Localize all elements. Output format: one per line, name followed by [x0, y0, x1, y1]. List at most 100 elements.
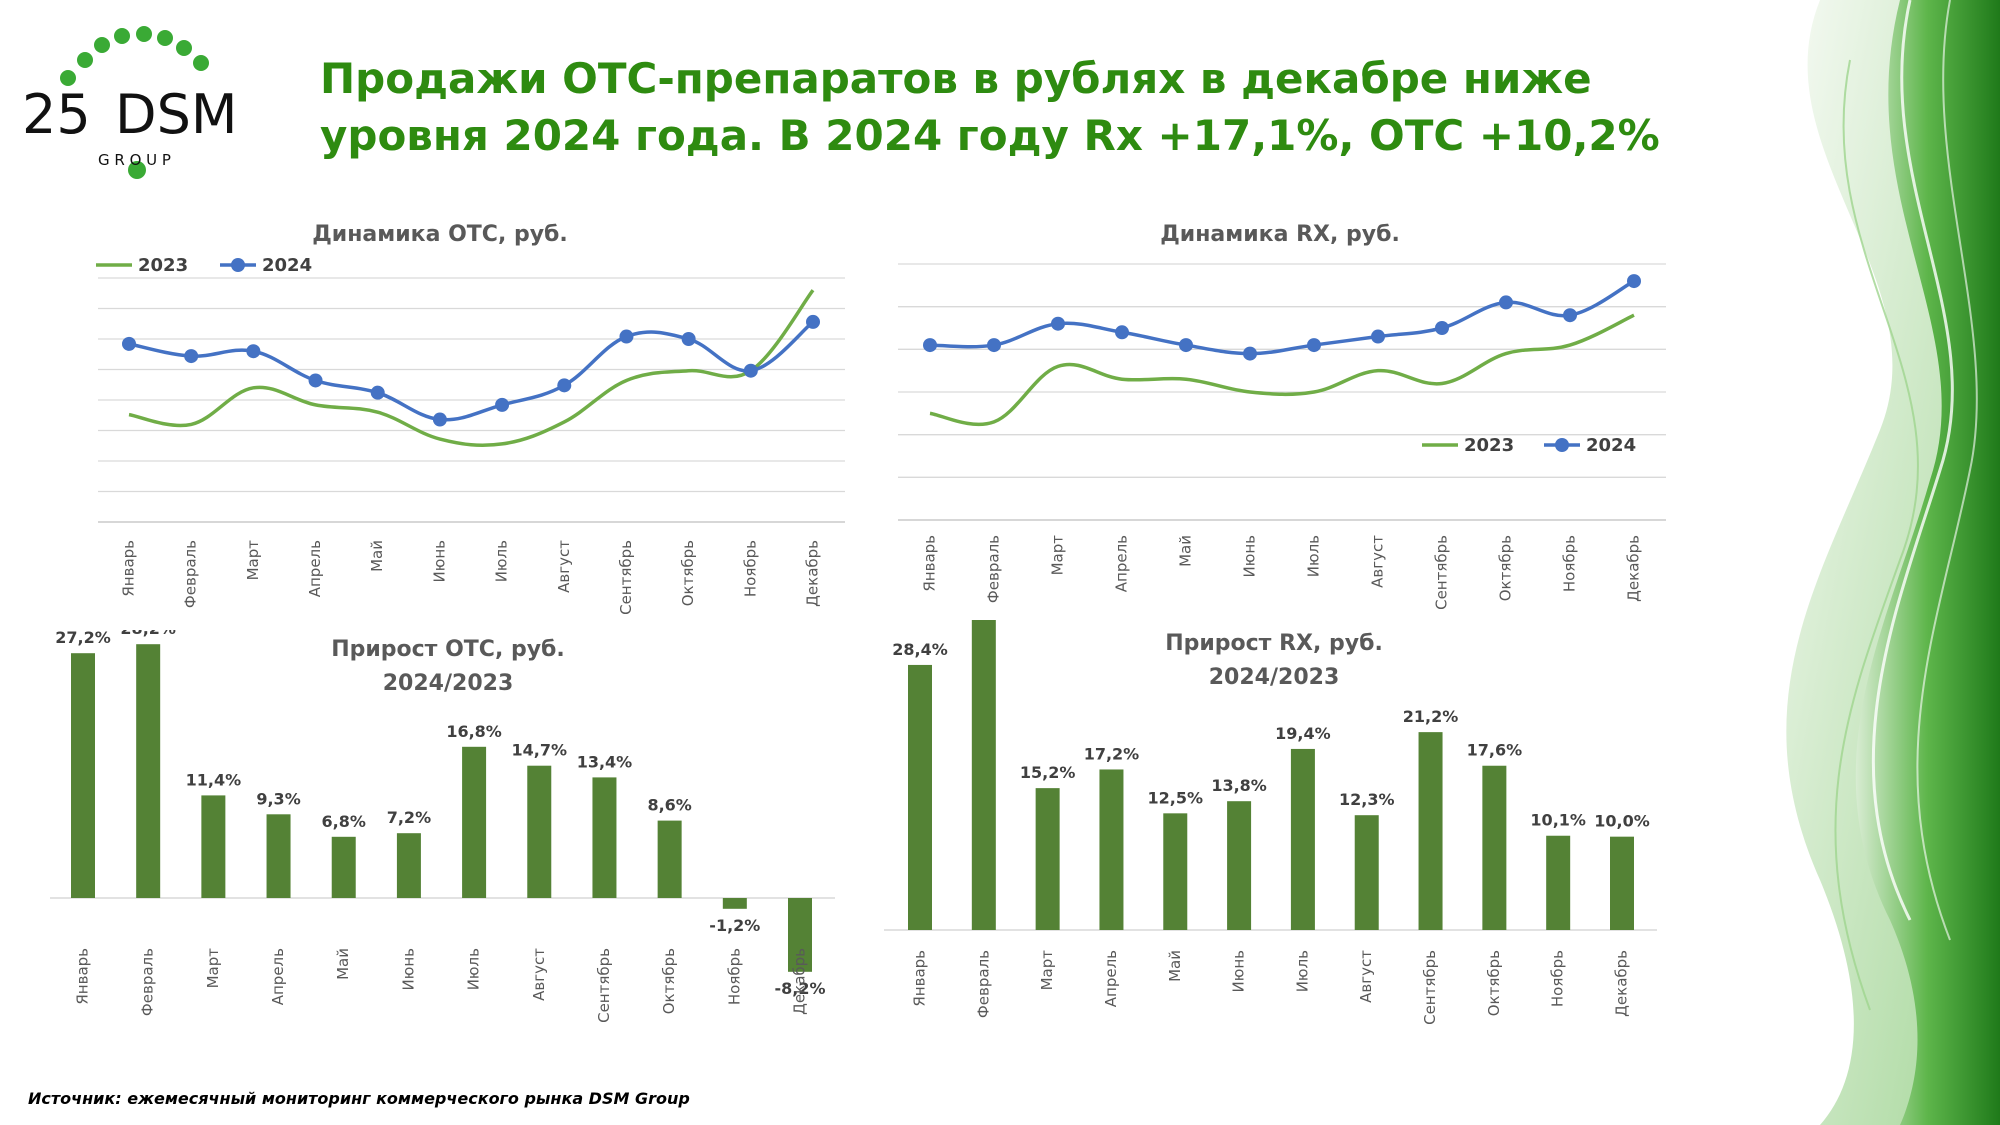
data-point-2024: [1115, 325, 1129, 340]
category-label: Январь: [120, 540, 138, 597]
category-label: Август: [1369, 535, 1387, 588]
legend-label-2024: 2024: [1586, 435, 1636, 456]
data-point-2024: [432, 412, 447, 427]
category-label: Октябрь: [660, 948, 678, 1014]
otc-dynamics-chart: Динамика ОТС, руб. 2023 2024 Январь Февраль…: [0, 200, 860, 630]
data-point-2024: [184, 349, 199, 364]
data-point-2024: [1627, 274, 1641, 289]
data-point-2024: [1243, 346, 1257, 361]
category-label: Март: [1038, 950, 1056, 991]
bar: [1035, 788, 1060, 930]
page-title: Продажи ОТС-препаратов в рублях в декабр…: [320, 50, 1720, 164]
category-label: Июль: [1305, 535, 1323, 577]
data-label: 16,8%: [446, 722, 502, 741]
decorative-green-ribbon: [1786, 0, 2000, 1125]
series-line-2023: [128, 289, 815, 448]
source-note: Источник: ежемесячный мониторинг коммерч…: [28, 1089, 690, 1108]
category-label: Сентябрь: [617, 540, 635, 615]
category-label: Ноябрь: [725, 948, 743, 1005]
data-label: 17,2%: [1084, 744, 1140, 763]
otc-dynamics-title: Динамика ОТС, руб.: [312, 222, 568, 247]
legend-label-2023: 2023: [138, 255, 188, 276]
category-label: Октябрь: [1497, 535, 1515, 601]
data-point-2024: [1499, 295, 1513, 310]
data-point-2024: [495, 397, 510, 412]
bar: [71, 653, 95, 898]
logo-dots: [60, 26, 209, 179]
data-point-2024: [308, 373, 323, 388]
category-label: Август: [555, 540, 573, 593]
rx-dynamics-chart: Динамика RX, руб. 2023 2024 Январь Февраль М…: [860, 200, 1700, 630]
data-label: 27,2%: [55, 630, 111, 647]
title-line-1: Продажи ОТС-препаратов в рублях в декабр…: [320, 54, 1592, 103]
data-label: 9,3%: [256, 789, 300, 808]
data-label: 17,6%: [1467, 741, 1523, 760]
category-label: Сентябрь: [1433, 535, 1451, 610]
category-label: Июль: [465, 948, 483, 990]
category-label: Март: [1049, 535, 1067, 576]
category-label: Апрель: [306, 540, 324, 597]
category-label: Май: [1166, 950, 1184, 982]
bar: [1610, 836, 1634, 930]
data-point-2024: [1051, 316, 1065, 331]
bar: [1354, 815, 1379, 930]
legend-marker-2024: [231, 258, 245, 272]
rx-growth-title: Прирост RX, руб. 2024/2023: [1165, 631, 1383, 690]
bar: [1290, 748, 1315, 930]
category-label: Декабрь: [804, 540, 822, 607]
category-label: Март: [244, 540, 262, 581]
bar: [1546, 835, 1571, 930]
data-label: 8,6%: [647, 796, 691, 815]
logo-number: 25: [22, 83, 91, 146]
category-label: Январь: [74, 948, 92, 1005]
data-label: 13,8%: [1211, 776, 1267, 795]
bar: [396, 833, 421, 898]
legend-label-2023: 2023: [1464, 435, 1514, 456]
category-label: Декабрь: [1613, 950, 1631, 1017]
data-point-2024: [122, 336, 136, 351]
category-label: Февраль: [985, 535, 1003, 603]
series-line-2024: [929, 279, 1635, 356]
dsm-group-logo: 25 DSM G R O U P: [20, 15, 260, 180]
category-label: Февраль: [139, 948, 157, 1016]
bar: [657, 820, 682, 898]
category-label: Апрель: [1102, 950, 1120, 1007]
data-label: -8,2%: [774, 979, 825, 998]
category-label: Октябрь: [679, 540, 697, 606]
rx-growth-chart: Прирост RX, руб. 2024/2023 28,4%33,8%15,…: [860, 590, 1700, 1040]
series-line-2023: [929, 313, 1635, 427]
data-label: 7,2%: [387, 808, 431, 827]
otc-growth-title: Прирост ОТС, руб. 2024/2023: [331, 637, 565, 696]
category-label: Июнь: [430, 540, 448, 583]
data-label: 12,5%: [1148, 788, 1204, 807]
data-label: 15,2%: [1020, 763, 1076, 782]
category-label: Май: [1177, 535, 1195, 567]
category-label: Июль: [493, 540, 511, 582]
category-label: Ноябрь: [741, 540, 759, 597]
data-label: 14,7%: [512, 741, 568, 760]
category-label: Декабрь: [791, 948, 809, 1015]
category-label: Май: [334, 948, 352, 980]
bar: [592, 777, 617, 898]
bar: [462, 746, 487, 898]
bar: [788, 898, 812, 972]
category-label: Ноябрь: [1549, 950, 1567, 1007]
data-label: 21,2%: [1403, 707, 1459, 726]
bar: [1227, 801, 1252, 930]
bar: [1482, 765, 1507, 930]
data-point-2024: [1371, 329, 1385, 344]
bar: [201, 795, 226, 898]
data-label: 6,8%: [322, 812, 366, 831]
data-label: 11,4%: [186, 770, 242, 789]
bar: [722, 898, 747, 909]
category-label: Июль: [1293, 950, 1311, 992]
data-point-2024: [987, 338, 1001, 353]
data-point-2024: [681, 332, 696, 346]
series-line-2024: [128, 320, 815, 422]
legend-label-2024: 2024: [262, 255, 312, 276]
data-label: 13,4%: [577, 752, 633, 771]
data-point-2024: [1307, 338, 1321, 353]
bar: [1418, 732, 1443, 930]
data-point-2024: [246, 344, 261, 359]
data-point-2024: [1563, 308, 1577, 323]
